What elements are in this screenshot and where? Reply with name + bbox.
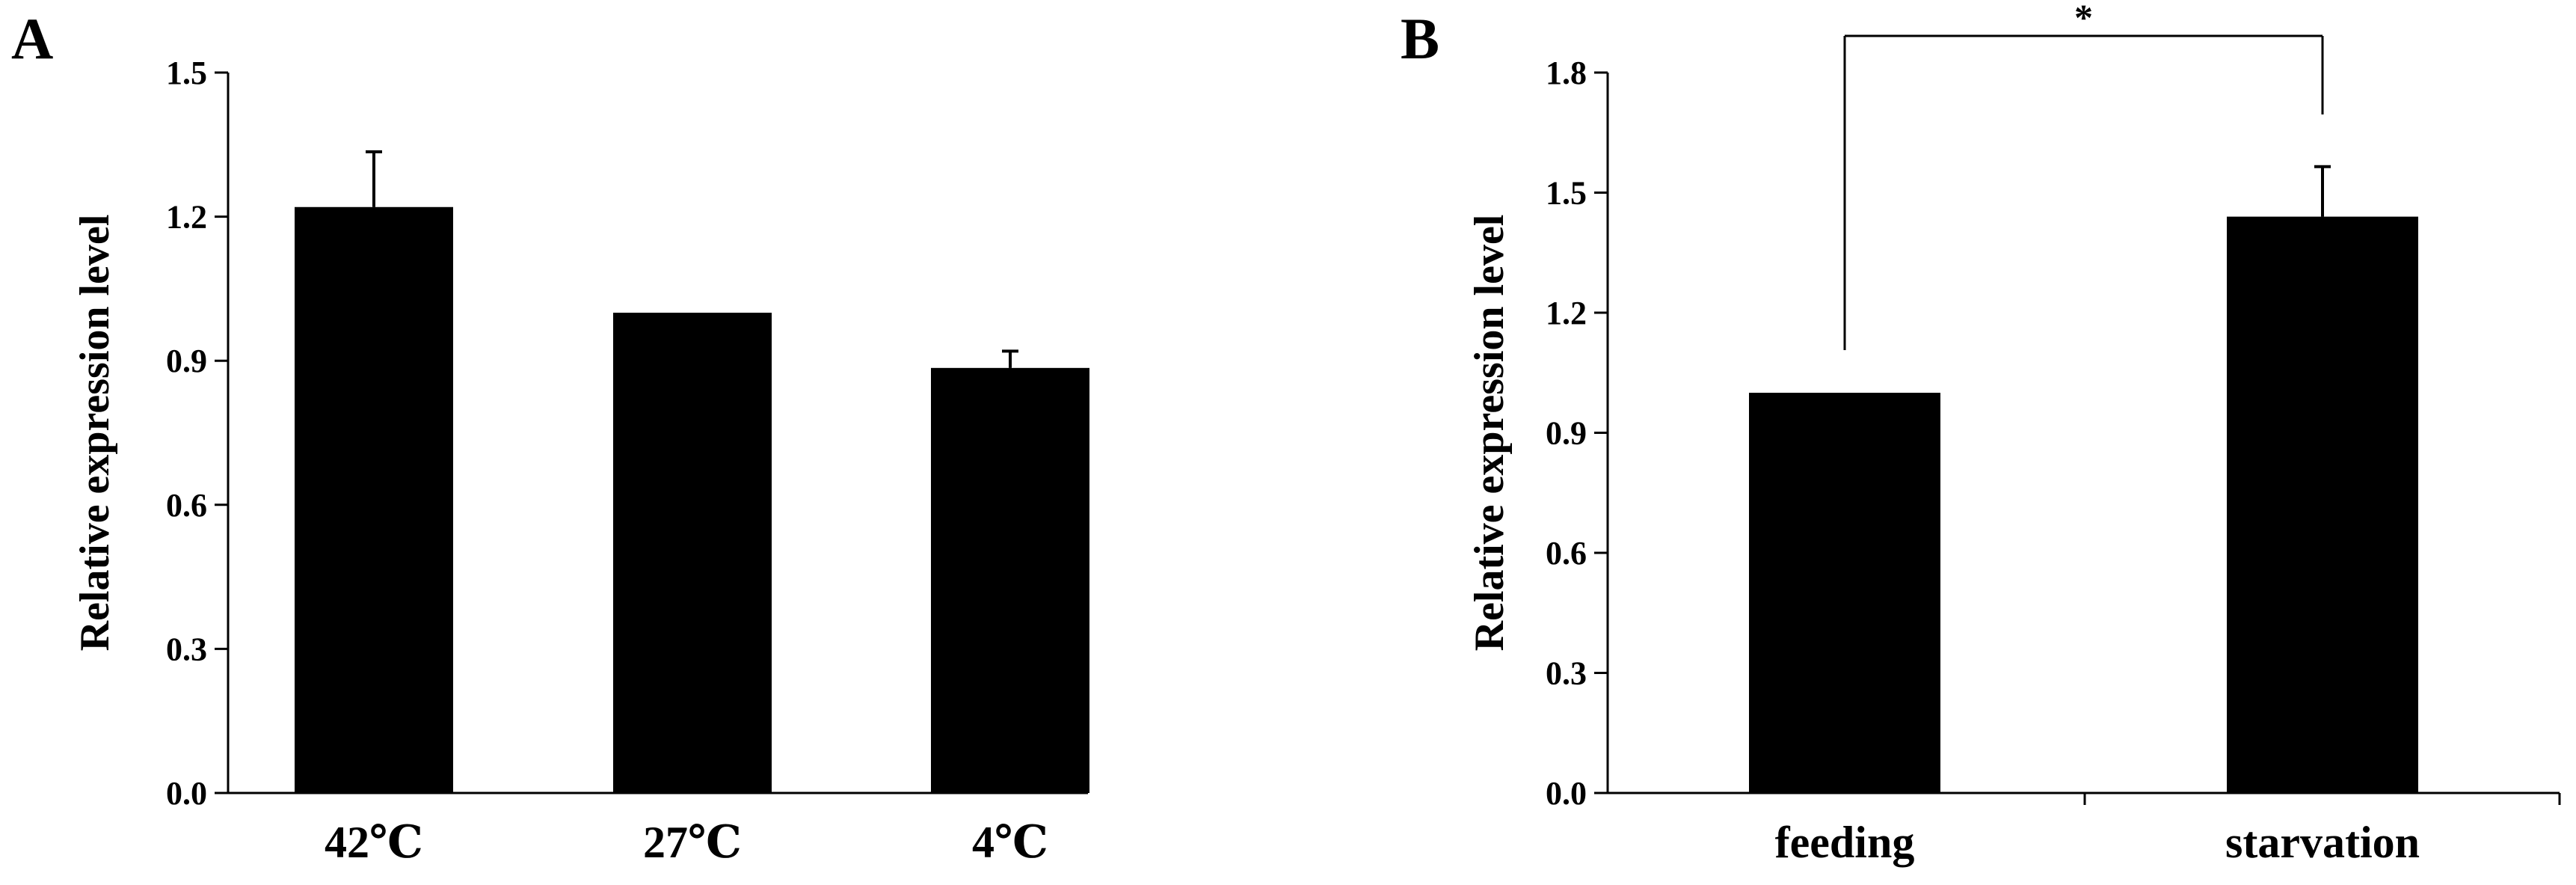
y-tick-label: 1.5 <box>166 55 207 91</box>
bar <box>931 367 1089 794</box>
y-tick-label: 1.2 <box>1546 295 1587 331</box>
y-tick-label: 0.9 <box>166 343 207 379</box>
panel-label: B <box>1401 6 1439 71</box>
significance-label: * <box>2074 0 2093 38</box>
y-tick-label: 0.0 <box>166 775 207 812</box>
bar <box>613 313 772 793</box>
x-tick-label: starvation <box>2225 818 2420 867</box>
x-tick-label: 4℃ <box>972 818 1048 867</box>
x-tick-label: feeding <box>1775 818 1915 867</box>
y-tick-label: 0.0 <box>1546 775 1587 812</box>
y-axis-title: Relative expression level <box>72 215 118 652</box>
y-tick-label: 1.5 <box>1546 175 1587 212</box>
bar <box>1749 393 1940 793</box>
y-tick-label: 1.8 <box>1546 55 1587 91</box>
y-tick-label: 1.2 <box>166 199 207 236</box>
y-tick-label: 0.6 <box>166 487 207 524</box>
y-tick-label: 0.6 <box>1546 535 1587 572</box>
y-tick-label: 0.3 <box>166 631 207 667</box>
bar <box>295 206 453 793</box>
x-tick-label: 42℃ <box>325 818 423 867</box>
panel-label: A <box>11 6 53 71</box>
panel-a: A 0.0 0.3 0.6 0.9 1.2 1.5 42℃ 27℃ 4℃ Relative expr… <box>11 6 1089 867</box>
x-tick-label: 27℃ <box>643 818 742 867</box>
y-tick-label: 0.3 <box>1546 655 1587 692</box>
y-tick-label: 0.9 <box>1546 415 1587 452</box>
y-axis-title: Relative expression level <box>1466 215 1513 652</box>
bar <box>2227 216 2418 794</box>
panel-b: B 0.0 0.3 0.6 0.9 1.2 1.5 1.8 feeding starvation R… <box>1401 0 2561 867</box>
